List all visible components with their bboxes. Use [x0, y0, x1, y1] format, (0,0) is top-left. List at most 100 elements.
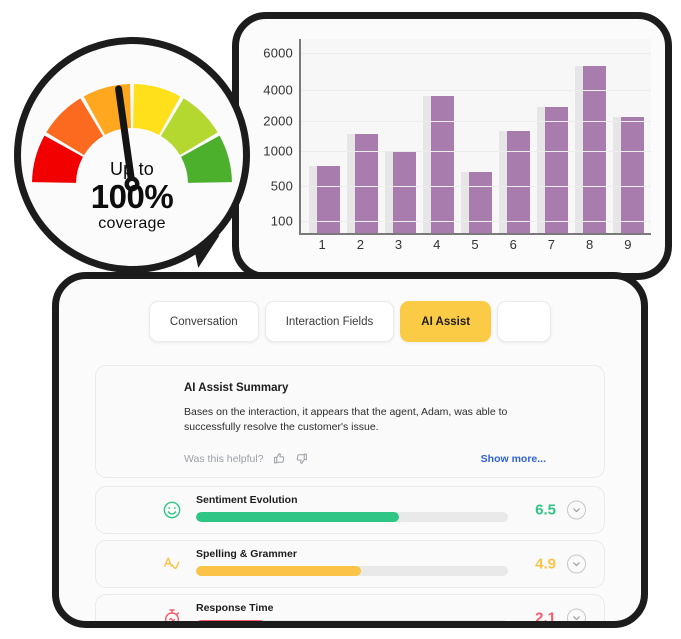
summary-body: Bases on the interaction, it appears tha…	[184, 406, 508, 434]
tab-ai-assist[interactable]: AI Assist	[400, 301, 492, 342]
chart-x-tick: 8	[586, 237, 594, 252]
chart-y-tick: 4000	[263, 82, 293, 98]
chart-bar-slot	[499, 39, 530, 233]
gauge-percent-label: 100%	[90, 178, 174, 215]
gauge-segment	[160, 98, 218, 156]
helpful-label: Was this helpful?	[184, 452, 264, 465]
summary-title: AI Assist Summary	[184, 382, 289, 394]
ai-assist-panel: Conversation Interaction Fields AI Assist …	[52, 272, 648, 628]
chart-x-tick: 1	[318, 237, 326, 252]
gauge-coverage-label: coverage	[98, 214, 166, 232]
gauge-segment	[32, 135, 83, 183]
chart-y-tick: 1000	[263, 143, 293, 159]
metric-progress-fill	[196, 566, 362, 577]
chart-x-tick: 2	[356, 237, 364, 252]
gauge-dial	[32, 84, 232, 192]
tab-label: Conversation	[169, 315, 238, 328]
metric-label: Response Time	[196, 602, 274, 615]
chart-bar-slot	[385, 39, 416, 233]
chart-bar	[583, 66, 606, 233]
chart-plot-area: 6000 4000 2000 1000 500 100 1 2 3 4 5 6 7 8 9	[253, 39, 651, 259]
metric-body: Response Time	[196, 602, 508, 621]
tab-blank[interactable]	[497, 301, 552, 342]
smiley-face-icon	[162, 500, 182, 520]
chart-y-tick: 500	[270, 178, 293, 194]
chart-gridline	[301, 186, 651, 188]
chart-x-tick: 4	[433, 237, 441, 252]
chart-bar	[545, 106, 568, 233]
chart-gridline	[301, 53, 651, 55]
metric-label: Spelling & Grammer	[196, 548, 297, 561]
chart-bar	[317, 166, 340, 233]
chart-bar	[431, 96, 454, 233]
chart-y-tick: 2000	[263, 113, 293, 129]
chart-y-tick: 6000	[263, 45, 293, 61]
chart-bar	[393, 152, 416, 233]
chart-x-tick: 9	[624, 237, 632, 252]
tab-label: AI Assist	[421, 315, 471, 328]
metric-body: Sentiment Evolution	[196, 494, 508, 523]
chart-bars	[305, 39, 647, 233]
chevron-down-icon[interactable]	[567, 500, 586, 520]
metric-row[interactable]: Response Time 2.1	[95, 594, 605, 627]
tab-bar: Conversation Interaction Fields AI Assist	[95, 301, 605, 342]
chart-bar-slot	[461, 39, 492, 233]
chart-y-axis: 6000 4000 2000 1000 500 100	[253, 39, 297, 235]
gauge-text-block: Up to 100% coverage	[21, 159, 243, 233]
chart-inner: 6000 4000 2000 1000 500 100 1 2 3 4 5 6 7 8 9	[239, 19, 665, 273]
gauge-segment	[46, 98, 104, 156]
chart-bar-slot	[537, 39, 568, 233]
metric-progress-fill	[196, 512, 399, 523]
stopwatch-icon	[162, 608, 182, 621]
chart-x-tick: 7	[547, 237, 556, 252]
tab-conversation[interactable]: Conversation	[148, 301, 259, 342]
thumbs-up-icon[interactable]	[273, 452, 286, 465]
metric-progress-track	[196, 512, 508, 523]
metric-score: 2.1	[535, 609, 556, 627]
chart-gridline	[301, 90, 651, 92]
gauge-segment	[133, 84, 181, 135]
gauge-needle	[115, 85, 140, 192]
gauge-upto-label: Up to	[109, 159, 155, 179]
chart-gridline	[301, 121, 651, 123]
chart-bar-slot	[309, 39, 340, 233]
metric-progress-track	[196, 566, 508, 577]
chart-bar-slot	[613, 39, 644, 233]
chevron-down-icon[interactable]	[567, 554, 586, 574]
chart-bar-slot	[347, 39, 378, 233]
chart-bar-slot	[423, 39, 454, 233]
ai-assist-summary-card: AI Assist Summary Bases on the interacti…	[95, 365, 605, 479]
metric-body: Spelling & Grammer	[196, 548, 508, 577]
tab-label: Interaction Fields	[285, 315, 374, 328]
metric-score: 6.5	[535, 501, 556, 519]
chart-x-tick: 5	[471, 237, 479, 252]
analytics-chart-card: 6000 4000 2000 1000 500 100 1 2 3 4 5 6 7 8 9	[232, 12, 672, 280]
metric-row[interactable]: Sentiment Evolution 6.5	[95, 486, 605, 535]
chart-bar-slot	[575, 39, 606, 233]
coverage-gauge-bubble: Up to 100% coverage	[14, 37, 250, 273]
metrics-list: Sentiment Evolution 6.5 Spelling & Grammer…	[95, 486, 605, 627]
metric-score: 4.9	[535, 555, 556, 573]
chart-bar	[469, 171, 492, 233]
chart-gridline	[301, 221, 651, 223]
chart-bar	[621, 117, 644, 233]
panel-inner: Conversation Interaction Fields AI Assist …	[59, 279, 641, 627]
tab-interaction-fields[interactable]: Interaction Fields	[264, 301, 395, 342]
metric-progress-track	[196, 620, 508, 621]
chart-plot	[299, 39, 651, 235]
metric-row[interactable]: Spelling & Grammer 4.9	[95, 540, 605, 589]
show-more-link[interactable]: Show more...	[480, 452, 546, 465]
metric-label: Sentiment Evolution	[196, 494, 298, 507]
summary-footer: Was this helpful? Show more...	[184, 452, 586, 465]
metric-progress-fill	[196, 620, 265, 621]
thumbs-down-icon[interactable]	[295, 452, 308, 465]
spellcheck-icon	[162, 554, 182, 574]
chart-x-tick: 3	[394, 237, 403, 252]
chart-bar	[355, 134, 378, 233]
chart-x-axis: 1 2 3 4 5 6 7 8 9	[303, 237, 647, 252]
chart-bar	[507, 131, 530, 233]
chevron-down-icon[interactable]	[567, 608, 586, 621]
chart-y-tick: 100	[270, 213, 293, 229]
chart-x-tick: 6	[509, 237, 517, 252]
